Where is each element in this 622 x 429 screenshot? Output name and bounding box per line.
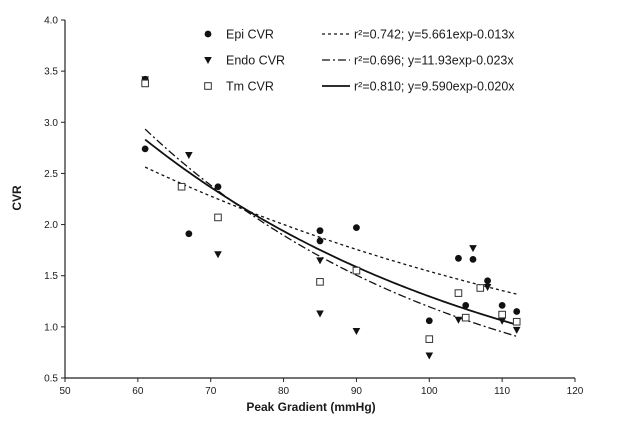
- data-point: [214, 251, 222, 259]
- data-point: [513, 308, 521, 315]
- legend-label: Tm CVR: [226, 80, 274, 94]
- y-tick-label: 2.5: [44, 169, 58, 180]
- data-point: [476, 284, 485, 292]
- x-axis-label: Peak Gradient (mmHg): [246, 400, 375, 414]
- data-point: [425, 335, 434, 343]
- data-point: [316, 227, 324, 235]
- data-point: [469, 245, 477, 253]
- data-point: [469, 255, 477, 263]
- y-tick-label: 3.5: [44, 67, 58, 78]
- axes: 50 60 70 80 90 100 110 120 0.5 1.0 1.5 2.0 2.5 3.0 3.5…: [44, 16, 584, 398]
- fit-equation: r²=0.742; y=5.661exp-0.013x: [354, 28, 515, 42]
- data-point: [185, 152, 193, 160]
- data-point: [454, 316, 463, 324]
- x-tick-label: 120: [567, 386, 584, 397]
- y-tick-label: 1.5: [44, 271, 58, 282]
- fit-curve: [144, 128, 517, 337]
- data-points: [141, 75, 521, 360]
- y-axis-label: CVR: [10, 185, 24, 211]
- data-point: [185, 230, 193, 238]
- data-point: [483, 283, 492, 291]
- data-point: [214, 213, 222, 222]
- data-point: [352, 327, 361, 335]
- legend-label: Endo CVR: [226, 54, 285, 68]
- legend-marker: [204, 82, 212, 90]
- y-tick-label: 4.0: [44, 16, 58, 27]
- data-point: [462, 301, 470, 309]
- data-point: [498, 301, 506, 309]
- data-point: [141, 79, 149, 88]
- data-point: [512, 326, 521, 334]
- data-point: [352, 266, 361, 275]
- data-point: [498, 317, 506, 325]
- data-point: [353, 224, 360, 232]
- x-tick-label: 110: [494, 386, 510, 397]
- y-tick-label: 2.0: [44, 220, 58, 231]
- data-point: [141, 145, 149, 153]
- fit-equation: r²=0.810; y=9.590exp-0.020x: [354, 80, 515, 94]
- legend-label: Epi CVR: [226, 28, 274, 42]
- data-point: [512, 317, 521, 326]
- x-tick-label: 90: [351, 386, 363, 397]
- fit-curve: [144, 138, 517, 326]
- data-point: [214, 183, 222, 191]
- fit-curves: [144, 128, 517, 337]
- data-point: [425, 317, 433, 325]
- data-point: [177, 182, 186, 191]
- fit-curve: [144, 166, 517, 295]
- data-point: [461, 313, 470, 322]
- data-point: [498, 310, 506, 319]
- y-tick-label: 1.0: [44, 322, 58, 333]
- data-point: [316, 257, 324, 265]
- data-point: [316, 237, 324, 245]
- data-point: [454, 289, 463, 297]
- data-point: [484, 277, 491, 285]
- legend-marker: [204, 57, 212, 64]
- x-tick-label: 80: [278, 386, 290, 397]
- y-tick-label: 0.5: [44, 374, 58, 385]
- x-tick-label: 50: [59, 386, 71, 397]
- fit-equation: r²=0.696; y=11.93exp-0.023x: [354, 54, 514, 68]
- x-tick-label: 60: [132, 386, 144, 397]
- data-point: [425, 352, 434, 360]
- y-tick-label: 3.0: [44, 118, 58, 129]
- data-point: [316, 278, 324, 286]
- data-point: [455, 254, 462, 262]
- legend: Epi CVR r²=0.742; y=5.661exp-0.013x Endo C…: [204, 28, 515, 94]
- data-point: [316, 310, 324, 318]
- x-tick-label: 70: [205, 386, 217, 397]
- x-tick-label: 100: [421, 386, 438, 397]
- legend-marker: [204, 30, 212, 38]
